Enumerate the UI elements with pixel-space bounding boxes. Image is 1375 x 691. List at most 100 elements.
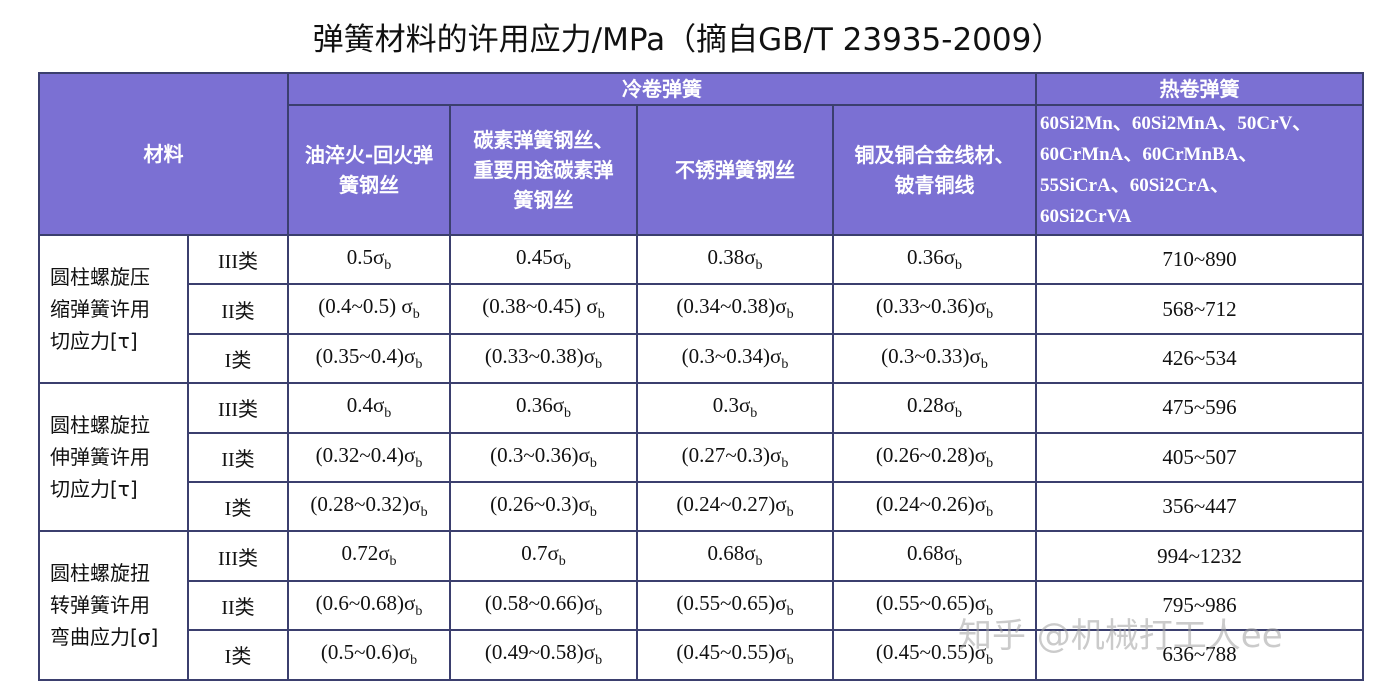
material-line: 60Si2Mn、60Si2MnA、50CrV、 — [1040, 113, 1312, 134]
value-cell: 475~596 — [1035, 382, 1364, 434]
value-cell: (0.3~0.36)σb — [449, 431, 638, 483]
value-cell: (0.6~0.68)σb — [287, 579, 451, 632]
header-line: 铍青铜线 — [894, 173, 975, 197]
value-cell: (0.24~0.27)σb — [636, 480, 834, 533]
data-row: 圆柱螺旋拉 伸弹簧许用 切应力[τ] III类 0.4σb 0.36σb 0.3σb 0.28… — [38, 382, 1364, 533]
class-cell: II类 — [187, 579, 289, 632]
value-cell: (0.33~0.36)σb — [832, 283, 1037, 335]
material-line: 60Si2CrVA — [1040, 206, 1132, 227]
value-subscript: b — [415, 604, 423, 620]
value-subscript: b — [955, 554, 963, 570]
value-subscript: b — [595, 357, 603, 373]
data-row: I类 (0.35~0.4)σb (0.33~0.38)σb (0.3~0.34)σb(… — [39, 332, 1364, 385]
value-text: (0.27~0.3)σ — [681, 442, 782, 467]
class-text: I类 — [224, 498, 252, 521]
value-subscript: b — [986, 505, 994, 521]
value-cell: 426~534 — [1035, 332, 1364, 385]
group-line: 伸弹簧许用 — [50, 445, 150, 470]
value-text: 356~447 — [1162, 494, 1237, 519]
class-cell: III类 — [187, 382, 289, 434]
value-subscript: b — [786, 653, 794, 669]
value-text: (0.35~0.4)σ — [315, 343, 416, 368]
header-line: 碳素弹簧钢丝、 — [473, 128, 614, 152]
header-cell: 油淬火-回火弹 簧钢丝 — [287, 104, 451, 236]
value-subscript: b — [986, 307, 994, 323]
value-text: (0.5~0.6)σ — [320, 640, 411, 665]
value-text: (0.55~0.65)σ — [875, 590, 987, 615]
value-text: (0.45~0.55)σ — [676, 640, 787, 665]
value-cell: (0.34~0.38)σb — [636, 283, 834, 335]
value-cell: (0.5~0.6)σb — [287, 629, 451, 681]
value-subscript: b — [986, 653, 994, 669]
value-subscript: b — [564, 406, 572, 422]
class-text: III类 — [218, 251, 258, 274]
header-text: 热卷弹簧 — [1159, 77, 1240, 101]
value-text: 636~788 — [1162, 642, 1237, 667]
value-text: 0.36σ — [515, 393, 565, 418]
class-text: II类 — [221, 596, 255, 619]
class-cell: III类 — [187, 530, 289, 582]
data-row: I类 (0.5~0.6)σb (0.49~0.58)σb (0.45~0.55)σb(… — [39, 629, 1364, 681]
value-subscript: b — [986, 604, 994, 620]
value-subscript: b — [597, 307, 605, 323]
value-cell: 0.36σb — [832, 233, 1037, 286]
value-cell: (0.3~0.34)σb — [636, 332, 834, 385]
value-text: (0.3~0.34)σ — [681, 343, 782, 368]
value-text: (0.26~0.28)σ — [875, 442, 987, 467]
value-cell: (0.32~0.4)σb — [287, 431, 451, 483]
class-cell: II类 — [187, 431, 289, 483]
value-cell: (0.4~0.5) σb — [287, 283, 451, 335]
class-cell: I类 — [187, 480, 289, 533]
group-cell: 圆柱螺旋拉 伸弹簧许用 切应力[τ] — [38, 382, 189, 533]
value-text: (0.3~0.36)σ — [490, 442, 590, 467]
value-cell: 0.28σb — [832, 382, 1037, 434]
data-row: 圆柱螺旋压 缩弹簧许用 切应力[τ] III类 0.5σb 0.45σb 0.38σb 0.3… — [38, 233, 1364, 385]
material-line: 55SiCrA、60Si2CrA、 — [1040, 175, 1229, 196]
value-cell: (0.28~0.32)σb — [287, 480, 451, 533]
value-subscript: b — [558, 554, 566, 570]
value-subscript: b — [384, 406, 392, 422]
value-subscript: b — [589, 455, 597, 471]
value-subscript: b — [412, 307, 420, 323]
value-text: (0.55~0.65)σ — [676, 590, 787, 615]
value-text: (0.4~0.5) σ — [318, 294, 413, 319]
value-text: (0.33~0.36)σ — [875, 294, 987, 319]
value-cell: 0.4σb — [287, 382, 451, 434]
value-cell: 0.68σb — [636, 530, 834, 582]
value-text: (0.33~0.38)σ — [484, 343, 596, 368]
group-line: 圆柱螺旋拉 — [50, 413, 150, 438]
value-subscript: b — [755, 554, 763, 570]
value-text: 0.4σ — [346, 393, 385, 418]
value-cell: 0.3σb — [636, 382, 834, 434]
value-cell: 636~788 — [1035, 629, 1364, 681]
value-cell: (0.45~0.55)σb — [832, 629, 1037, 681]
value-text: 0.5σ — [346, 245, 385, 270]
class-cell: I类 — [187, 629, 289, 681]
value-text: (0.34~0.38)σ — [676, 294, 787, 319]
value-subscript: b — [420, 505, 428, 521]
header-cell: 不锈弹簧钢丝 — [636, 104, 834, 236]
class-cell: II类 — [187, 283, 289, 335]
value-text: (0.45~0.55)σ — [875, 640, 987, 665]
value-text: (0.32~0.4)σ — [315, 442, 416, 467]
data-row: II类 (0.4~0.5) σb (0.38~0.45) σb (0.34~0.38)… — [39, 283, 1364, 335]
class-text: II类 — [221, 448, 255, 471]
value-text: 795~986 — [1162, 592, 1237, 617]
value-cell: 0.45σb — [449, 233, 638, 286]
value-subscript: b — [781, 357, 789, 373]
value-cell: (0.45~0.55)σb — [636, 629, 834, 681]
class-text: III类 — [218, 399, 258, 422]
class-text: III类 — [218, 547, 258, 570]
value-text: 0.72σ — [341, 541, 390, 566]
value-cell: 356~447 — [1035, 480, 1364, 533]
value-subscript: b — [781, 455, 789, 471]
header-line: 重要用途碳素弹 — [473, 158, 614, 182]
value-subscript: b — [955, 406, 963, 422]
group-line: 缩弹簧许用 — [50, 297, 150, 322]
value-text: 405~507 — [1162, 444, 1237, 469]
group-line: 切应力[τ] — [50, 329, 138, 354]
class-text: I类 — [224, 646, 252, 669]
value-subscript: b — [750, 406, 758, 422]
material-line: 60CrMnA、60CrMnBA、 — [1040, 144, 1258, 165]
stress-table: 材料 冷卷弹簧 热卷弹簧 油淬火-回火弹 簧钢丝 碳素弹簧钢丝、 重要用途碳素弹 簧钢丝 不锈弹… — [38, 72, 1364, 681]
